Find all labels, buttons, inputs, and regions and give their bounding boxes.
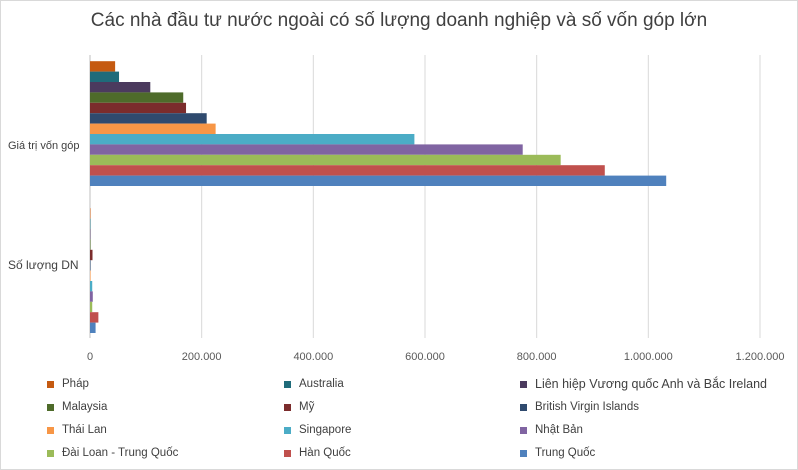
legend-swatch xyxy=(520,426,527,434)
legend-swatch xyxy=(284,380,291,388)
bar xyxy=(90,291,93,302)
bar xyxy=(90,270,91,281)
legend-item: Pháp xyxy=(47,377,89,391)
legend-label: Hàn Quốc xyxy=(299,447,351,459)
bar xyxy=(90,165,605,176)
bar xyxy=(90,218,91,229)
legend-item: Liên hiệp Vương quốc Anh và Bắc Ireland xyxy=(520,377,767,391)
legend-item: Đài Loan - Trung Quốc xyxy=(47,446,178,460)
legend-swatch xyxy=(284,426,291,434)
bar xyxy=(90,144,523,155)
legend-label: Thái Lan xyxy=(62,424,107,436)
bar xyxy=(90,154,561,166)
legend-label: Malaysia xyxy=(62,401,108,413)
legend-swatch xyxy=(284,403,291,411)
legend-swatch xyxy=(520,403,527,411)
x-tick-label: 1.000.000 xyxy=(624,351,673,363)
legend-item: British Virgin Islands xyxy=(520,400,639,414)
legend-item: Thái Lan xyxy=(47,423,107,437)
legend-item: Nhật Bản xyxy=(520,423,583,437)
legend-swatch xyxy=(47,403,54,411)
bar xyxy=(90,134,415,145)
bar xyxy=(90,249,93,261)
bar xyxy=(90,102,187,114)
bar xyxy=(90,301,93,313)
bar xyxy=(90,281,93,292)
bar xyxy=(90,123,216,134)
bar xyxy=(90,239,91,250)
legend-swatch xyxy=(520,449,527,457)
bar xyxy=(90,61,116,72)
legend-item: Singapore xyxy=(284,423,351,437)
bar xyxy=(90,113,207,124)
legend-label: Australia xyxy=(299,378,344,390)
legend-item: Hàn Quốc xyxy=(284,446,351,460)
legend-item: Malaysia xyxy=(47,400,107,414)
legend-label: Trung Quốc xyxy=(535,447,596,459)
bar xyxy=(90,312,99,323)
legend-swatch xyxy=(47,426,54,434)
legend-label: British Virgin Islands xyxy=(535,401,639,413)
legend-label: Đài Loan - Trung Quốc xyxy=(62,447,179,459)
bar xyxy=(90,322,96,333)
legend-swatch xyxy=(520,380,527,388)
bar xyxy=(90,260,91,271)
category-label: Giá trị vốn góp xyxy=(8,140,80,152)
legend-label: Singapore xyxy=(299,424,352,436)
x-tick-label: 1.200.000 xyxy=(736,351,785,363)
legend-swatch xyxy=(47,380,54,388)
legend-item: Trung Quốc xyxy=(520,446,595,460)
bar xyxy=(90,229,91,240)
chart-title: Các nhà đầu tư nước ngoài có số lượng do… xyxy=(90,10,708,31)
bar xyxy=(90,82,151,93)
x-tick-label: 0 xyxy=(87,351,93,363)
legend-swatch xyxy=(284,449,291,457)
bar xyxy=(90,71,120,82)
x-tick-label: 400.000 xyxy=(293,351,333,363)
x-tick-label: 800.000 xyxy=(517,351,557,363)
legend-label: Liên hiệp Vương quốc Anh và Bắc Ireland xyxy=(535,377,768,391)
legend-item: Mỹ xyxy=(284,400,314,414)
legend-label: Nhật Bản xyxy=(535,424,583,436)
x-tick-label: 600.000 xyxy=(405,351,445,363)
category-label: Số lượng DN xyxy=(8,258,79,272)
legend-label: Mỹ xyxy=(299,401,315,413)
bar xyxy=(90,175,667,186)
legend-label: Pháp xyxy=(62,378,89,390)
bar xyxy=(90,92,184,103)
x-tick-label: 200.000 xyxy=(182,351,222,363)
bar xyxy=(90,208,91,219)
legend-item: Australia xyxy=(284,377,344,391)
legend-swatch xyxy=(47,449,54,457)
